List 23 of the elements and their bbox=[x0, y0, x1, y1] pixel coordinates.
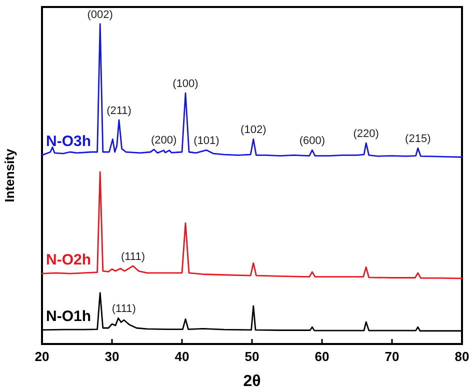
annotation: (600) bbox=[299, 135, 326, 148]
x-tick-label: 50 bbox=[244, 349, 260, 364]
x-tick-label: 30 bbox=[104, 349, 120, 364]
annotation: (200) bbox=[150, 134, 177, 146]
x-tick-label: 60 bbox=[314, 349, 330, 364]
annotation: (220) bbox=[353, 128, 379, 140]
annotation: (100) bbox=[172, 78, 198, 90]
annotation: (211) bbox=[106, 105, 132, 117]
annotation: (111) bbox=[112, 303, 136, 316]
annotation: (102) bbox=[240, 124, 266, 136]
series-label: N-O1h bbox=[46, 308, 91, 325]
x-tick-label: 80 bbox=[454, 349, 470, 364]
x-tick-label: 40 bbox=[174, 349, 190, 364]
annotation: (111) bbox=[120, 250, 146, 263]
annotation: (002) bbox=[87, 9, 113, 21]
x-axis-title: 2θ bbox=[243, 373, 261, 390]
series-label: N-O3h bbox=[46, 133, 91, 150]
annotation: (215) bbox=[405, 133, 431, 146]
x-tick-label: 20 bbox=[34, 349, 50, 364]
series-label: N-O2h bbox=[46, 252, 91, 269]
annotation: (101) bbox=[194, 135, 220, 148]
x-tick-label: 70 bbox=[384, 349, 400, 364]
y-axis-title: Intensity bbox=[2, 148, 17, 202]
